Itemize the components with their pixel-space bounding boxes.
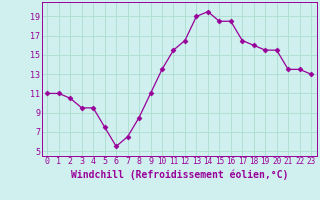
X-axis label: Windchill (Refroidissement éolien,°C): Windchill (Refroidissement éolien,°C) bbox=[70, 169, 288, 180]
